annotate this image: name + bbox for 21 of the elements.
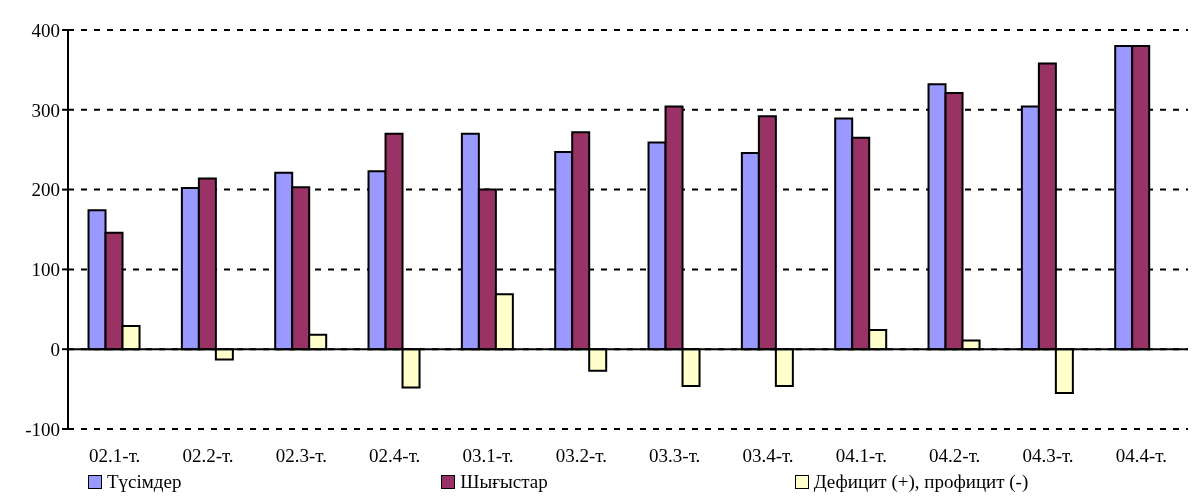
y-tick-label: 300 bbox=[31, 99, 60, 121]
y-tick-label: 100 bbox=[31, 259, 60, 281]
x-tick-label: 04.3-т. bbox=[1022, 445, 1074, 467]
x-tick-label: 03.3-т. bbox=[649, 445, 701, 467]
y-tick-label: 400 bbox=[31, 19, 60, 41]
legend-label: Түсімдер bbox=[107, 471, 182, 493]
legend-label: Дефицит (+), профицит (-) bbox=[813, 471, 1029, 493]
x-tick-label: 04.4-т. bbox=[1115, 445, 1167, 467]
y-tick-label: 0 bbox=[50, 338, 60, 360]
x-tick-label: 03.4-т. bbox=[742, 445, 794, 467]
x-tick-label: 02.4-т. bbox=[369, 445, 421, 467]
x-tick-label: 02.3-т. bbox=[275, 445, 327, 467]
x-tick-label: 02.1-т. bbox=[89, 445, 141, 467]
x-tick-label: 03.1-т. bbox=[462, 445, 514, 467]
x-tick-label: 03.2-т. bbox=[555, 445, 607, 467]
x-tick-label: 04.2-т. bbox=[929, 445, 981, 467]
y-tick-label: -100 bbox=[25, 418, 60, 440]
x-tick-label: 04.1-т. bbox=[835, 445, 887, 467]
x-tick-label: 02.2-т. bbox=[182, 445, 234, 467]
y-tick-label: 200 bbox=[31, 179, 60, 201]
legend-label: Шығыстар bbox=[460, 471, 548, 493]
